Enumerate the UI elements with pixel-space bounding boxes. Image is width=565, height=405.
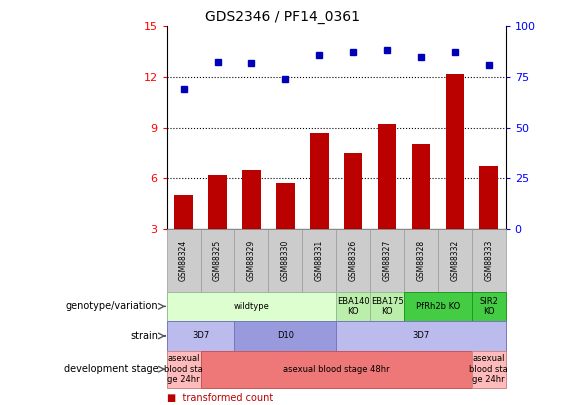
Bar xyxy=(242,170,260,229)
Text: development stage: development stage xyxy=(64,364,158,374)
Text: asexual
blood sta
ge 24hr: asexual blood sta ge 24hr xyxy=(470,354,508,384)
Text: 3D7: 3D7 xyxy=(412,331,429,341)
Bar xyxy=(174,195,193,229)
Text: GDS2346 / PF14_0361: GDS2346 / PF14_0361 xyxy=(205,10,360,24)
Text: GSM88324: GSM88324 xyxy=(179,240,188,281)
Bar xyxy=(377,124,396,229)
Text: GSM88326: GSM88326 xyxy=(349,240,358,281)
Bar xyxy=(276,183,294,229)
Text: GSM88332: GSM88332 xyxy=(450,240,459,281)
Text: PfRh2b KO: PfRh2b KO xyxy=(416,302,460,311)
Text: EBA140
KO: EBA140 KO xyxy=(337,297,370,316)
Bar xyxy=(208,175,227,229)
Bar xyxy=(344,153,362,229)
Text: GSM88327: GSM88327 xyxy=(383,240,392,281)
Text: GSM88333: GSM88333 xyxy=(484,239,493,281)
Text: SIR2
KO: SIR2 KO xyxy=(479,297,498,316)
Text: genotype/variation: genotype/variation xyxy=(66,301,158,311)
Text: asexual
blood sta
ge 24hr: asexual blood sta ge 24hr xyxy=(164,354,203,384)
Text: wildtype: wildtype xyxy=(233,302,270,311)
Text: strain: strain xyxy=(130,331,158,341)
Text: asexual blood stage 48hr: asexual blood stage 48hr xyxy=(283,365,389,374)
Text: ■  transformed count: ■ transformed count xyxy=(167,393,273,403)
Text: GSM88329: GSM88329 xyxy=(247,240,256,281)
Bar xyxy=(411,145,430,229)
Bar xyxy=(445,74,464,229)
Text: GSM88328: GSM88328 xyxy=(416,240,425,281)
Bar xyxy=(479,166,498,229)
Text: GSM88331: GSM88331 xyxy=(315,240,324,281)
Text: EBA175
KO: EBA175 KO xyxy=(371,297,403,316)
Text: GSM88330: GSM88330 xyxy=(281,239,290,281)
Text: 3D7: 3D7 xyxy=(192,331,209,341)
Text: GSM88325: GSM88325 xyxy=(213,240,222,281)
Bar xyxy=(310,133,328,229)
Text: D10: D10 xyxy=(277,331,294,341)
